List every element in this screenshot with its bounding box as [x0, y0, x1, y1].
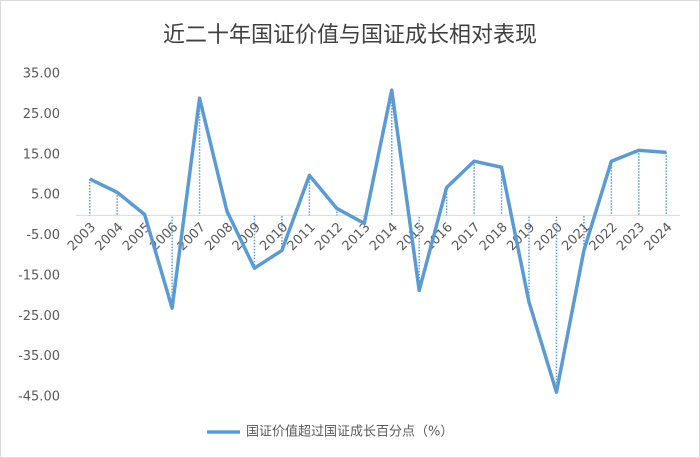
legend-label: 国证价值超过国证成长百分点（%） — [246, 424, 453, 440]
y-tick-label: -45.00 — [18, 390, 60, 405]
y-tick-label: -15.00 — [18, 268, 60, 283]
y-tick-label: 15.00 — [23, 147, 60, 162]
y-tick-label: -25.00 — [18, 309, 60, 324]
y-tick-label: -5.00 — [26, 228, 60, 243]
chart-title: 近二十年国证价值与国证成长相对表现 — [163, 23, 537, 48]
y-tick-label: 5.00 — [31, 188, 60, 203]
y-tick-label: 35.00 — [23, 67, 60, 82]
series-line — [88, 88, 667, 394]
y-tick-label: 25.00 — [23, 107, 60, 122]
y-tick-label: -35.00 — [18, 349, 60, 364]
